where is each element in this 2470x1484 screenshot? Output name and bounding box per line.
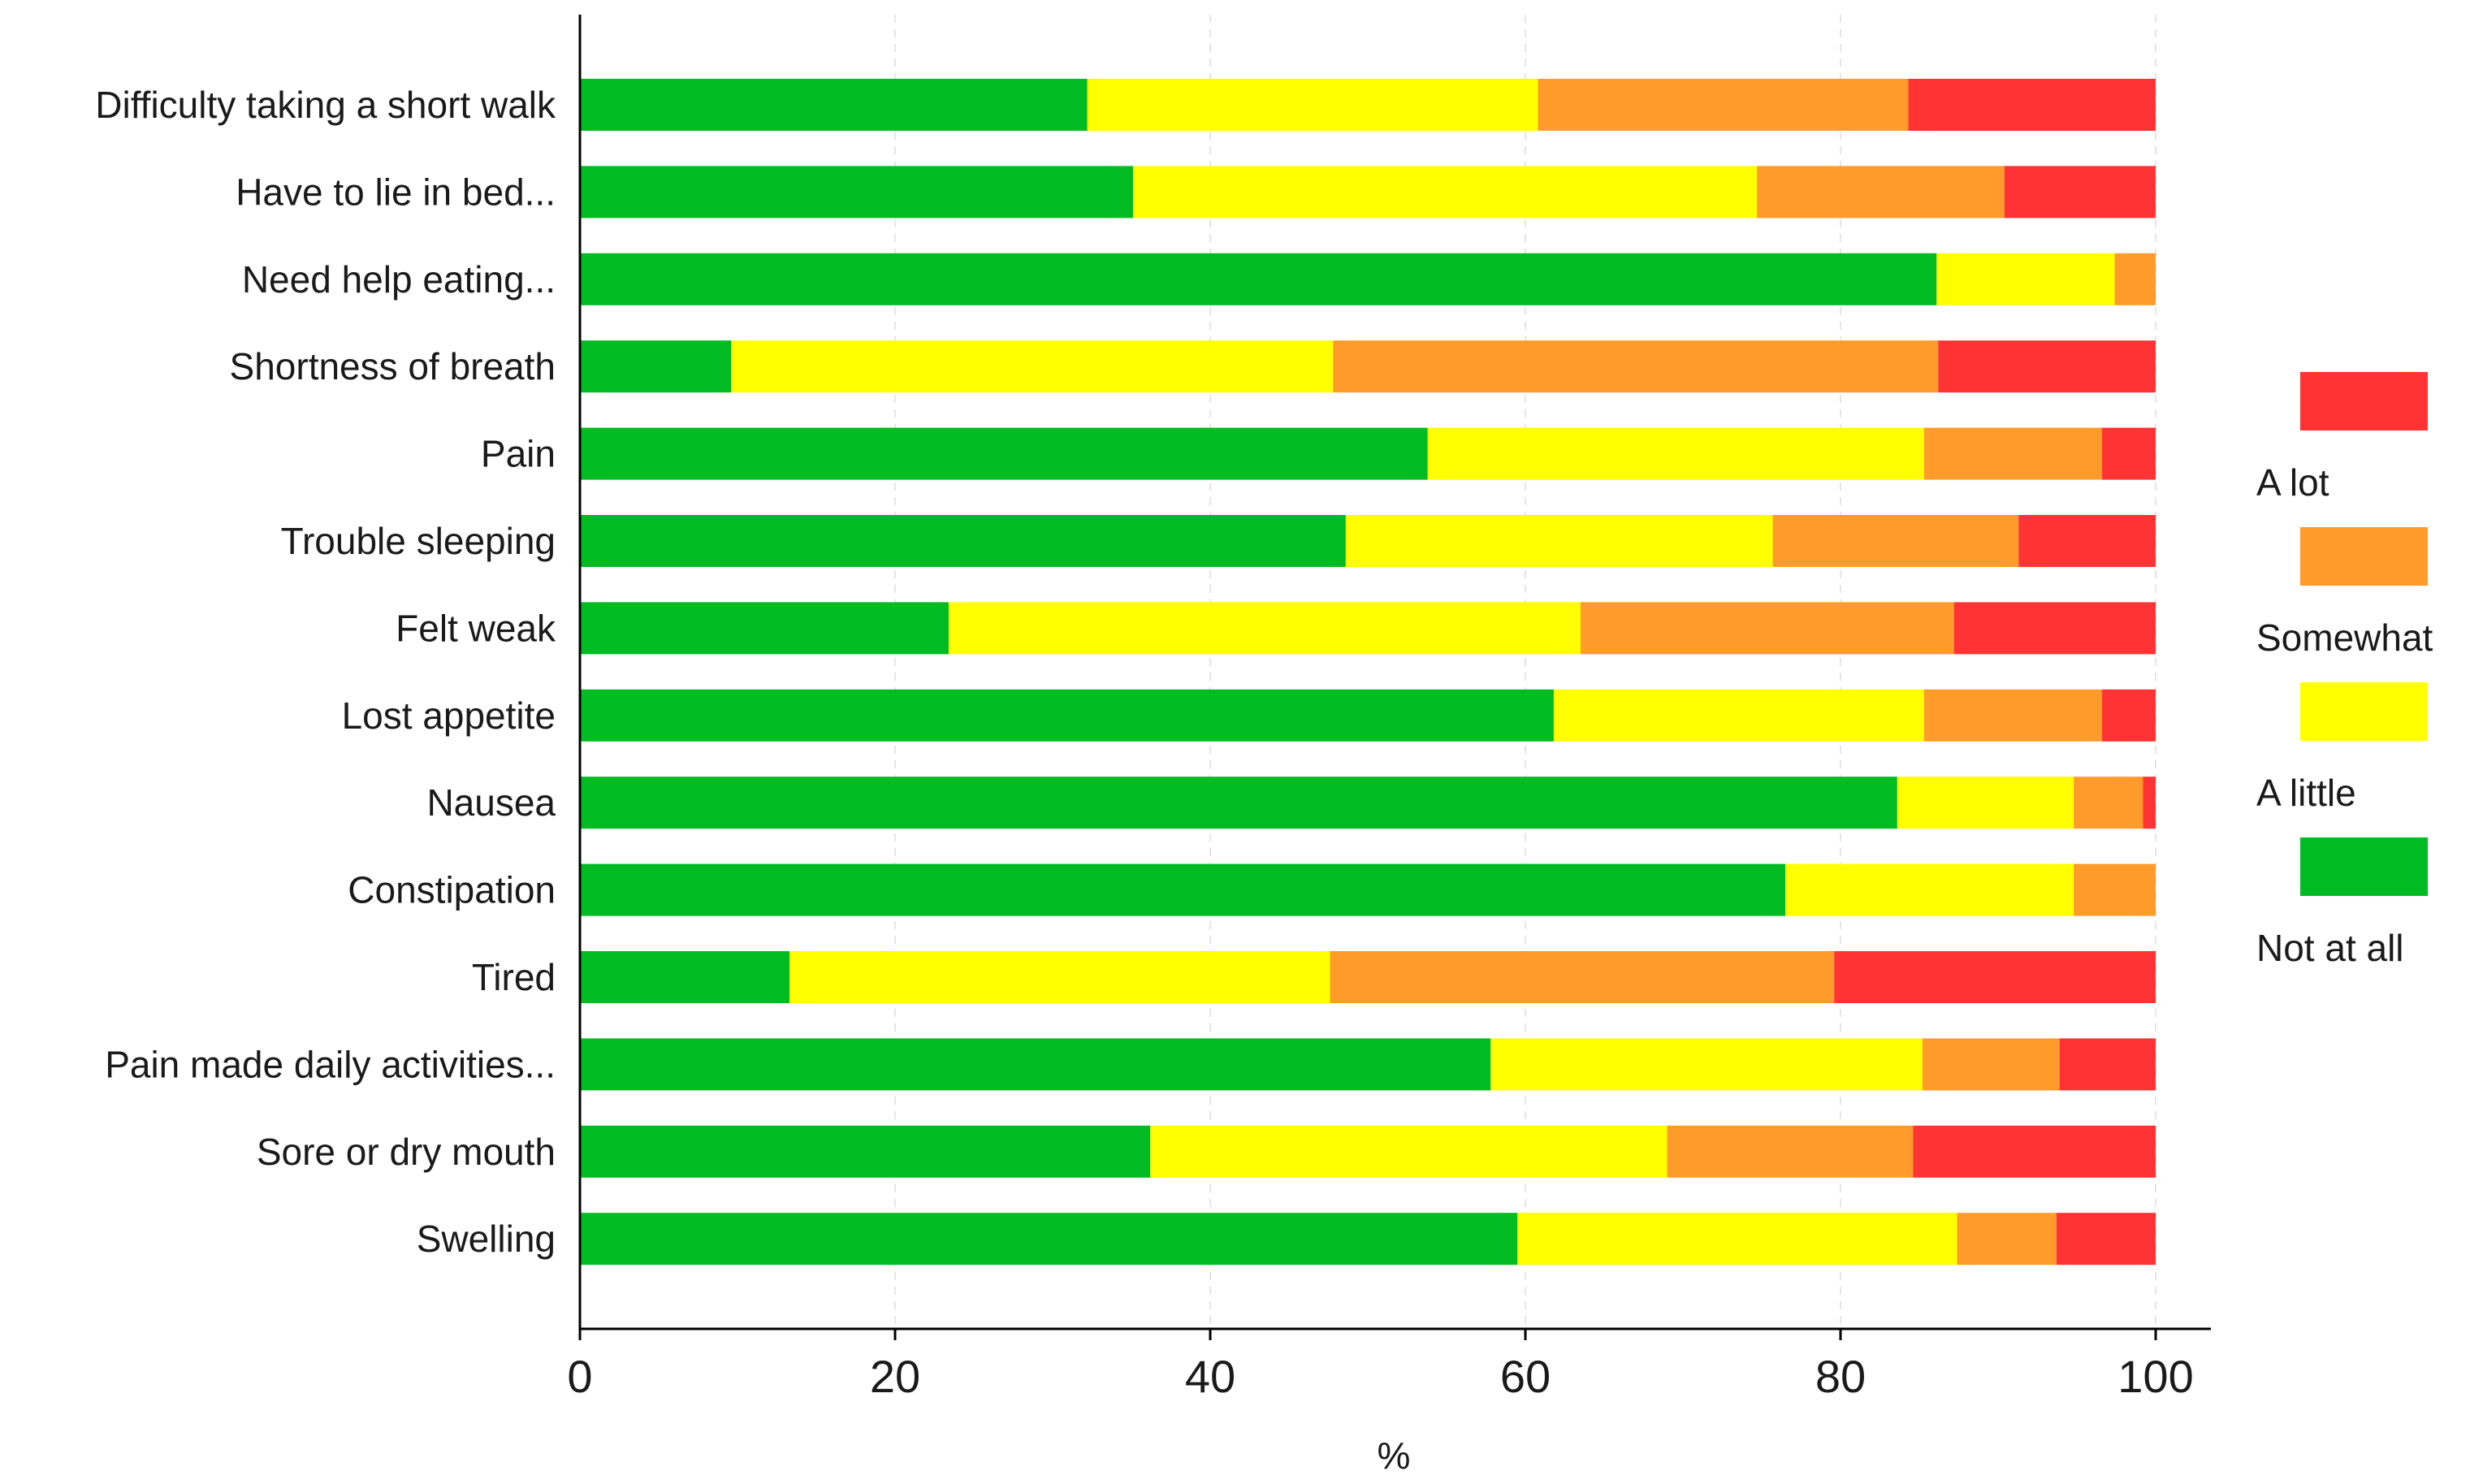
category-label-constipation: Constipation [348,869,556,911]
category-label-pain-made-daily-activities: Pain made daily activities... [105,1043,556,1085]
x-axis-title: % [1378,1434,1411,1477]
bar-swelling-a-lot [2056,1213,2156,1266]
x-tick-label-20: 20 [870,1351,920,1402]
bars [580,79,2156,1266]
bar-nausea-somewhat [2074,777,2143,829]
bar-constipation-somewhat [2074,863,2156,916]
bar-difficulty-taking-a-short-walk-a-little [1087,79,1538,131]
bar-sore-or-dry-mouth-not-at-all [580,1125,1151,1178]
bar-tired-not-at-all [580,951,790,1003]
bar-need-help-eating-a-little [1936,253,2115,305]
x-tick-labels: 0 20 40 60 80 100 [567,1351,2193,1402]
legend-swatch-a-lot [2300,372,2428,430]
bar-swelling-not-at-all [580,1213,1518,1266]
bar-nausea-a-lot [2143,777,2156,829]
bar-trouble-sleeping-not-at-all [580,515,1346,567]
bar-felt-weak-somewhat [1580,602,1954,655]
legend: A lot Somewhat A little Not at all [2256,372,2433,969]
bar-nausea-a-little [1897,777,2074,829]
legend-label-not-at-all: Not at all [2256,927,2404,969]
bar-shortness-of-breath-not-at-all [580,340,732,393]
legend-swatch-a-little [2300,682,2428,741]
bar-pain-made-daily-activities-a-lot [2059,1038,2156,1091]
x-tick-label-0: 0 [567,1351,592,1402]
bar-lost-appetite-somewhat [1923,689,2103,742]
bar-have-to-lie-in-bed-a-lot [2004,166,2156,218]
bar-constipation-not-at-all [580,863,1786,916]
bar-swelling-a-little [1517,1213,1957,1266]
bar-sore-or-dry-mouth-a-little [1150,1125,1668,1178]
bar-need-help-eating-not-at-all [580,253,1937,305]
axes [578,15,2211,1340]
category-labels: Difficulty taking a short walk Have to li… [95,84,556,1260]
legend-label-a-lot: A lot [2256,461,2329,504]
bar-need-help-eating-somewhat [2114,253,2156,305]
bar-shortness-of-breath-a-little [731,340,1334,393]
category-label-swelling: Swelling [417,1218,556,1260]
x-tick-label-40: 40 [1185,1351,1235,1402]
legend-label-somewhat: Somewhat [2256,617,2433,659]
bar-shortness-of-breath-somewhat [1333,340,1939,393]
bar-pain-made-daily-activities-not-at-all [580,1038,1491,1091]
category-label-have-to-lie-in-bed: Have to lie in bed... [236,171,556,213]
category-label-difficulty-taking-a-short-walk: Difficulty taking a short walk [95,84,556,126]
bar-lost-appetite-a-little [1553,689,1924,742]
bar-difficulty-taking-a-short-walk-somewhat [1538,79,1909,131]
legend-swatch-somewhat [2300,527,2428,586]
bar-constipation-a-little [1785,863,2074,916]
bar-pain-a-lot [2102,427,2156,480]
bar-shortness-of-breath-a-lot [1938,340,2156,393]
category-label-pain: Pain [481,433,556,475]
bar-have-to-lie-in-bed-a-little [1132,166,1758,218]
bar-tired-a-lot [1834,951,2156,1003]
bar-have-to-lie-in-bed-somewhat [1757,166,2005,218]
bar-lost-appetite-not-at-all [580,689,1554,742]
bar-difficulty-taking-a-short-walk-a-lot [1908,79,2156,131]
legend-swatch-not-at-all [2300,837,2428,896]
category-label-lost-appetite: Lost appetite [342,694,556,737]
bar-trouble-sleeping-somewhat [1772,515,2019,567]
bar-pain-made-daily-activities-somewhat [1922,1038,2060,1091]
category-label-need-help-eating: Need help eating... [242,258,556,301]
bar-felt-weak-not-at-all [580,602,949,655]
bar-pain-made-daily-activities-a-little [1490,1038,1923,1091]
bar-felt-weak-a-little [948,602,1581,655]
bar-tired-somewhat [1330,951,1835,1003]
legend-label-a-little: A little [2256,772,2356,814]
x-tick-label-80: 80 [1815,1351,1866,1402]
bar-lost-appetite-a-lot [2102,689,2156,742]
bar-nausea-not-at-all [580,777,1897,829]
bar-have-to-lie-in-bed-not-at-all [580,166,1133,218]
bar-sore-or-dry-mouth-somewhat [1667,1125,1914,1178]
bar-trouble-sleeping-a-little [1345,515,1773,567]
category-label-sore-or-dry-mouth: Sore or dry mouth [257,1131,556,1173]
bar-sore-or-dry-mouth-a-lot [1913,1125,2156,1178]
x-tick-label-60: 60 [1500,1351,1551,1402]
bar-pain-not-at-all [580,427,1428,480]
bar-pain-somewhat [1923,427,2103,480]
bar-trouble-sleeping-a-lot [2018,515,2156,567]
category-label-shortness-of-breath: Shortness of breath [230,345,556,387]
bar-tired-a-little [789,951,1330,1003]
bar-felt-weak-a-lot [1953,602,2156,655]
category-label-tired: Tired [472,956,556,998]
x-tick-label-100: 100 [2117,1351,2193,1402]
category-label-nausea: Nausea [426,781,556,824]
bar-pain-a-little [1427,427,1924,480]
category-label-trouble-sleeping: Trouble sleeping [281,520,556,562]
bar-difficulty-taking-a-short-walk-not-at-all [580,79,1088,131]
bar-swelling-somewhat [1957,1213,2057,1266]
category-label-felt-weak: Felt weak [396,607,556,649]
